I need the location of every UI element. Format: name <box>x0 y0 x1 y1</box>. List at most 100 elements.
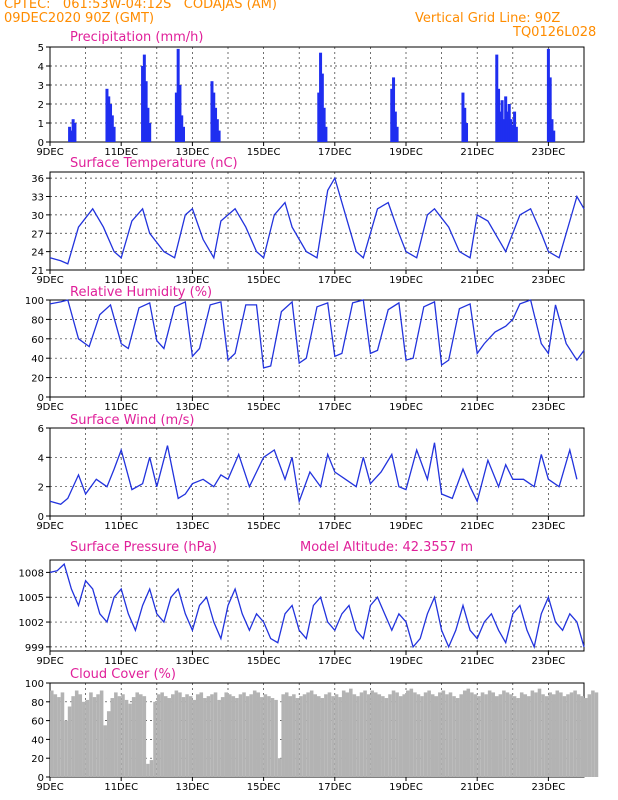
cloud-bar <box>124 699 129 777</box>
cloud-bar <box>295 698 300 777</box>
cloud-bar <box>82 701 86 777</box>
cloud-bar <box>455 698 460 777</box>
surface-wind-m-s-xtick-label: 9DEC <box>36 521 63 532</box>
surface-wind-m-s-xtick-label: 15DEC <box>247 521 281 532</box>
precip-bar <box>500 100 504 142</box>
cloud-bar <box>584 698 588 777</box>
cloud-bar <box>430 694 435 777</box>
cloud-bar <box>50 690 54 777</box>
surface-pressure-hpa-ytick-label: 1005 <box>19 593 44 604</box>
cloud-cover-ytick-label: 100 <box>25 679 44 690</box>
relative-humidity-ytick-label: 60 <box>31 335 44 346</box>
cloud-bar <box>267 696 271 777</box>
precip-bar <box>107 96 111 142</box>
precip-bar <box>390 88 394 142</box>
cloud-bar <box>92 697 97 777</box>
surface-temperature-nc-xtick-label: 9DEC <box>36 275 63 286</box>
cloud-cover-title: Cloud Cover (%) <box>70 667 176 682</box>
precipitation-mm-h-xtick-label: 19DEC <box>389 147 423 158</box>
precip-bar <box>509 119 513 142</box>
cloud-bar <box>420 696 424 777</box>
cloud-bar <box>156 694 161 777</box>
surface-temperature-nc-xtick-label: 13DEC <box>176 275 210 286</box>
cloud-bar <box>466 688 471 777</box>
cloud-bar <box>416 694 421 777</box>
cloud-bar <box>576 694 581 777</box>
surface-pressure-hpa-xtick-label: 11DEC <box>104 656 138 667</box>
cloud-bar <box>502 690 506 777</box>
precip-bar <box>507 104 511 142</box>
precip-bar <box>176 48 180 142</box>
cloud-bar <box>299 696 303 777</box>
precip-bar <box>144 81 148 142</box>
cloud-bar <box>146 763 150 777</box>
precip-bar <box>142 54 146 142</box>
cloud-bar <box>388 694 392 777</box>
surface-temperature-nc-title: Surface Temperature (nC) <box>70 156 238 171</box>
cloud-bar <box>381 696 385 777</box>
cloud-bar <box>541 694 545 777</box>
cloud-bar <box>110 698 115 777</box>
precipitation-mm-h-title: Precipitation (mm/h) <box>70 30 203 45</box>
surface-wind-m-s-xtick-label: 11DEC <box>104 521 138 532</box>
cloud-bar <box>391 690 396 777</box>
cloud-bar <box>224 692 228 777</box>
cloud-bar <box>559 692 563 777</box>
surface-wind-m-s-xtick-label: 23DEC <box>532 521 566 532</box>
precip-bar <box>502 119 506 142</box>
precip-bar <box>178 85 182 142</box>
surface-wind-m-s-series-line <box>49 442 578 506</box>
cloud-bar <box>334 694 339 777</box>
surface-pressure-hpa-xtick-label: 15DEC <box>247 656 281 667</box>
cloud-bar <box>516 698 520 777</box>
surface-temperature-nc-xtick-label: 15DEC <box>247 275 281 286</box>
cloud-bar <box>569 692 574 777</box>
cloud-bar <box>213 692 218 777</box>
surface-wind-m-s-xtick-label: 17DEC <box>318 521 352 532</box>
cloud-bar <box>480 692 485 777</box>
cloud-bar <box>89 692 93 777</box>
surface-wind-m-s-ytick-label: 6 <box>38 424 44 435</box>
surface-pressure-hpa-xtick-label: 19DEC <box>389 656 423 667</box>
cloud-bar <box>171 694 175 777</box>
precip-bar <box>317 92 321 142</box>
cloud-cover-ytick-label: 40 <box>31 735 44 746</box>
cloud-bar <box>395 692 399 777</box>
cloud-bar <box>131 697 136 777</box>
cloud-bar <box>185 694 189 777</box>
precip-bar <box>514 126 518 142</box>
cloud-bar <box>270 698 275 777</box>
surface-wind-m-s-ytick-label: 2 <box>38 483 44 494</box>
precipitation-mm-h-xtick-label: 9DEC <box>36 147 63 158</box>
cloud-bar <box>530 690 535 777</box>
cloud-bar <box>256 692 261 777</box>
precip-bar <box>497 88 501 142</box>
relative-humidity-title: Relative Humidity (%) <box>70 285 212 300</box>
surface-temperature-nc-frame <box>49 171 585 271</box>
cloud-bar <box>534 692 538 777</box>
precip-bar <box>109 104 113 142</box>
precipitation-mm-h-xtick-label: 11DEC <box>104 147 138 158</box>
precip-bar <box>180 115 184 142</box>
cloud-bar <box>359 692 364 777</box>
surface-temperature-nc-ytick-label: 36 <box>31 174 44 185</box>
cloud-bar <box>434 696 439 777</box>
cloud-bar <box>78 694 83 777</box>
precip-bar <box>73 123 77 142</box>
cloud-bar <box>317 696 321 777</box>
cloud-bar <box>85 699 90 777</box>
precip-bar <box>552 130 556 142</box>
cloud-cover-ytick-label: 80 <box>31 698 44 709</box>
cloud-bar <box>313 694 317 777</box>
precip-bar <box>546 48 550 142</box>
cloud-bar <box>441 690 446 777</box>
surface-temperature-nc-xtick-label: 23DEC <box>532 275 566 286</box>
surface-wind-m-s-xtick-label: 21DEC <box>460 521 494 532</box>
cloud-bar <box>324 694 328 777</box>
relative-humidity-xtick-label: 19DEC <box>389 402 423 413</box>
cloud-bar <box>473 694 478 777</box>
precip-bar <box>393 111 397 142</box>
cloud-bar <box>274 699 278 777</box>
cloud-bar <box>228 694 232 777</box>
